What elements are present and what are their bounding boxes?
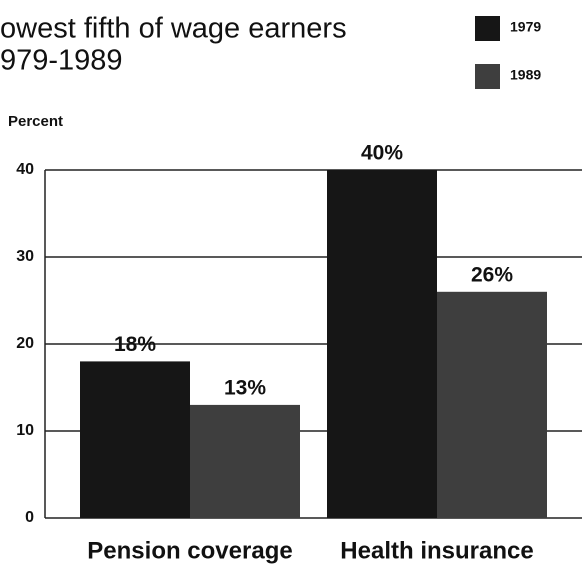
x-tick-label: Pension coverage <box>87 537 292 564</box>
legend-swatch <box>475 16 500 41</box>
value-label: 18% <box>114 333 156 356</box>
y-tick-label: 40 <box>16 161 34 178</box>
y-tick-label: 0 <box>25 509 34 526</box>
bar <box>327 170 437 518</box>
bar <box>80 361 190 518</box>
bar <box>437 291 547 518</box>
legend-swatch <box>475 64 500 89</box>
legend-label: 1989 <box>510 67 541 83</box>
chart-title: owest fifth of wage earners <box>0 13 347 45</box>
value-label: 26% <box>471 263 513 286</box>
y-tick-label: 10 <box>16 422 34 439</box>
legend-label: 1979 <box>510 19 541 35</box>
y-tick-label: 30 <box>16 248 34 265</box>
chart-title: 979-1989 <box>0 45 123 77</box>
value-label: 13% <box>224 376 266 399</box>
x-tick-label: Health insurance <box>340 537 533 564</box>
value-label: 40% <box>361 142 403 165</box>
y-tick-label: 20 <box>16 335 34 352</box>
bar <box>190 404 300 518</box>
y-axis-label: Percent <box>8 113 63 130</box>
